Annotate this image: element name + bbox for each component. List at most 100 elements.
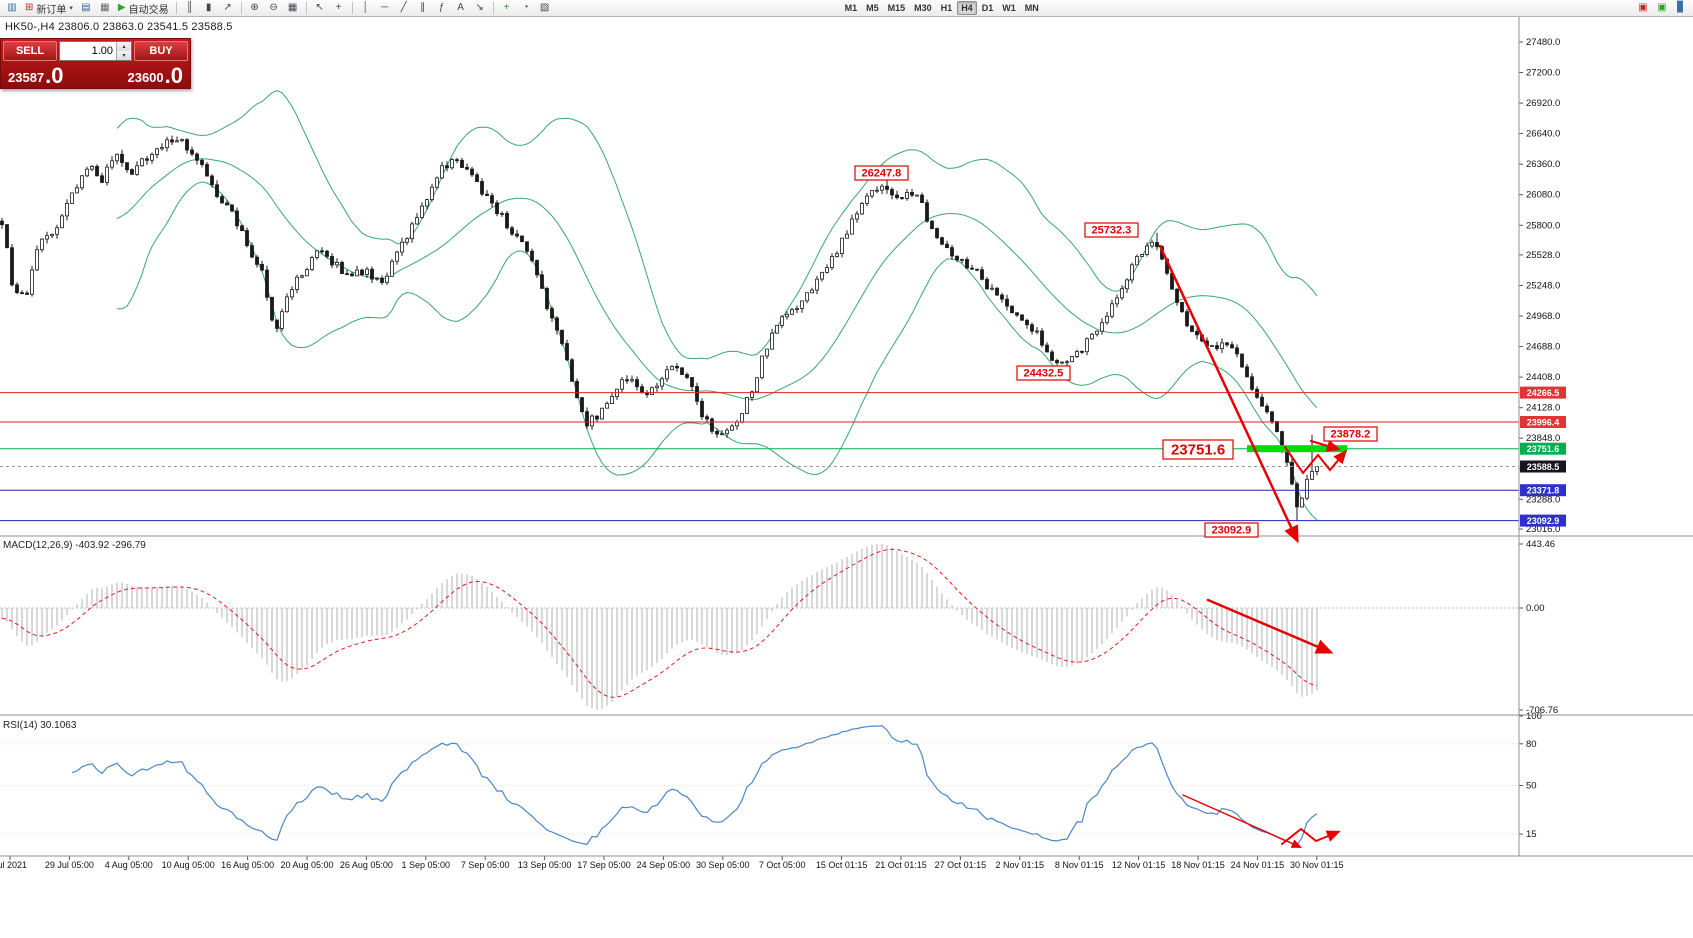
svg-text:30 Sep 05:00: 30 Sep 05:00	[696, 860, 750, 870]
tile-windows-icon[interactable]: ▦	[284, 1, 302, 16]
volume-stepper[interactable]: 1.00 ▴ ▾	[59, 41, 132, 61]
horizontal-line-icon-icon: ─	[381, 2, 389, 13]
vertical-line-icon-icon: │	[362, 2, 369, 13]
svg-text:20 Aug 05:00: 20 Aug 05:00	[280, 860, 333, 870]
svg-text:7 Sep 05:00: 7 Sep 05:00	[461, 860, 510, 870]
svg-text:23751.6: 23751.6	[1171, 442, 1225, 459]
svg-text:12 Nov 01:15: 12 Nov 01:15	[1112, 860, 1166, 870]
candles	[0, 135, 1319, 521]
svg-text:24128.0: 24128.0	[1526, 403, 1560, 414]
timeframe-button-m15[interactable]: M15	[884, 1, 910, 15]
toolbar-separator	[240, 2, 242, 14]
svg-text:21 Oct 01:15: 21 Oct 01:15	[875, 860, 927, 870]
timeframe-button-mn[interactable]: MN	[1021, 1, 1043, 15]
svg-text:16 Aug 05:00: 16 Aug 05:00	[221, 860, 274, 870]
buy-price-main: 23600	[127, 70, 164, 85]
zoom-in-icon[interactable]: ⊕	[246, 1, 264, 16]
svg-text:1 Sep 05:00: 1 Sep 05:00	[402, 860, 451, 870]
svg-text:23016.0: 23016.0	[1526, 524, 1560, 535]
timeframe-button-h1[interactable]: H1	[937, 1, 957, 15]
svg-text:24688.0: 24688.0	[1526, 342, 1560, 353]
timeframe-button-w1[interactable]: W1	[998, 1, 1020, 15]
buy-price[interactable]: 23600 .0	[127, 65, 183, 87]
profiles-icon[interactable]: ▦	[96, 1, 114, 16]
timeframe-button-m1[interactable]: M1	[841, 1, 862, 15]
volume-down-button[interactable]: ▾	[117, 51, 131, 60]
svg-text:18 Nov 01:15: 18 Nov 01:15	[1171, 860, 1225, 870]
new-order-button[interactable]: ⊞ 新订单 ▾	[22, 1, 76, 16]
toolbar-separator	[305, 2, 307, 14]
crosshair-icon[interactable]: +	[330, 1, 348, 16]
svg-text:15: 15	[1526, 829, 1537, 840]
volume-up-button[interactable]: ▴	[117, 42, 131, 51]
bar-chart-icon[interactable]: ║	[181, 1, 199, 16]
indicators-icon[interactable]: +	[498, 1, 516, 16]
svg-text:23878.2: 23878.2	[1331, 429, 1371, 441]
rsi-label: RSI(14) 30.1063	[3, 720, 77, 731]
chart-window-icon-icon: ▤	[81, 2, 91, 13]
tile-windows-icon-icon: ▦	[287, 2, 298, 13]
svg-text:23092.9: 23092.9	[1212, 525, 1252, 537]
svg-text:24 Sep 05:00: 24 Sep 05:00	[637, 860, 691, 870]
one-click-trading-panel: SELL 1.00 ▴ ▾ BUY 23587 .0 23600 .0	[0, 38, 191, 89]
fibonacci-icon[interactable]: ƒ	[433, 1, 451, 16]
period-icon[interactable]: ◔	[517, 1, 535, 16]
svg-text:8 Nov 01:15: 8 Nov 01:15	[1055, 860, 1104, 870]
vertical-line-icon[interactable]: │	[357, 1, 375, 16]
macd-label: MACD(12,26,9) -403.92 -296.79	[3, 540, 146, 551]
timeframe-button-d1[interactable]: D1	[978, 1, 998, 15]
panel-separators	[0, 17, 1693, 857]
trendline-icon[interactable]: ╱	[395, 1, 413, 16]
fibonacci-icon-icon: ƒ	[438, 2, 445, 13]
channel-icon[interactable]: ∥	[414, 1, 432, 16]
sell-button[interactable]: SELL	[3, 41, 57, 61]
svg-text:443.46: 443.46	[1526, 539, 1555, 550]
trendline-icon-icon: ╱	[400, 2, 407, 13]
buy-button[interactable]: BUY	[134, 41, 188, 61]
zoom-out-icon[interactable]: ⊖	[265, 1, 283, 16]
svg-text:24 Nov 01:15: 24 Nov 01:15	[1231, 860, 1285, 870]
templates-icon[interactable]: ▨	[536, 1, 554, 16]
svg-text:25732.3: 25732.3	[1092, 225, 1132, 237]
line-chart-icon[interactable]: ↗	[219, 1, 237, 16]
svg-text:15 Oct 01:15: 15 Oct 01:15	[816, 860, 868, 870]
quick-trade-icon[interactable]: ▣	[1634, 1, 1652, 16]
price-annotations: 26247.8 25732.3 24432.5 23751.6 23878.2 23092…	[854, 165, 1378, 538]
svg-text:50: 50	[1526, 781, 1537, 792]
svg-text:24432.5: 24432.5	[1024, 368, 1064, 380]
price-axis: 27480.0 27200.0 26920.0 26640.0 26360.0 26080…	[1519, 37, 1560, 535]
svg-text:24408.0: 24408.0	[1526, 372, 1560, 383]
bar-chart-icon-icon: ║	[186, 2, 194, 13]
toolbar-separator	[351, 2, 353, 14]
svg-text:26247.8: 26247.8	[862, 168, 902, 180]
auto-trading-button[interactable]: ▶ 自动交易	[115, 1, 172, 16]
sell-price[interactable]: 23587 .0	[8, 65, 64, 87]
svg-text:27 Oct 01:15: 27 Oct 01:15	[935, 860, 987, 870]
candlestick-icon[interactable]: ▮	[200, 1, 218, 16]
new-order-button-label: 新订单	[36, 4, 67, 16]
caret-down-icon: ▾	[69, 5, 73, 12]
profiles-icon-icon: ▦	[100, 2, 110, 13]
support-highlight	[1247, 445, 1347, 453]
timeframe-button-h4[interactable]: H4	[957, 1, 977, 15]
timeframe-button-m5[interactable]: M5	[862, 1, 883, 15]
terminal-icon[interactable]: ▥	[3, 1, 21, 16]
svg-text:23092.9: 23092.9	[1527, 516, 1560, 526]
horizontal-lines	[0, 392, 1519, 522]
svg-text:23588.5: 23588.5	[1527, 462, 1560, 472]
svg-text:26360.0: 26360.0	[1526, 159, 1560, 170]
indicator-window-icon[interactable]: ▣	[1653, 1, 1671, 16]
chart-window-icon[interactable]: ▤	[77, 1, 95, 16]
svg-text:30 Nov 01:15: 30 Nov 01:15	[1290, 860, 1344, 870]
connection-status-icon[interactable]: ▊	[1672, 1, 1690, 16]
timeframe-group: M1 M5 M15 M30 H1 H4 D1 W1 MN	[841, 1, 1043, 15]
volume-spin-buttons: ▴ ▾	[116, 42, 131, 60]
svg-text:7 Oct 05:00: 7 Oct 05:00	[759, 860, 806, 870]
cursor-icon[interactable]: ↖	[311, 1, 329, 16]
horizontal-line-icon[interactable]: ─	[376, 1, 394, 16]
timeframe-button-m30[interactable]: M30	[910, 1, 936, 15]
period-icon-icon: ◔	[522, 2, 529, 13]
text-label-icon[interactable]: A	[452, 1, 470, 16]
arrow-object-icon[interactable]: ↘	[471, 1, 489, 16]
